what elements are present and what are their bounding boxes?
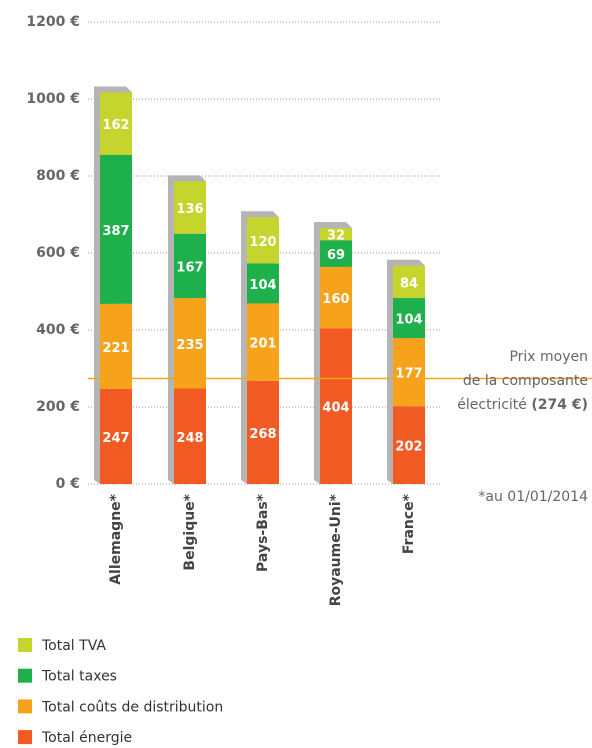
- value-label: 104: [395, 313, 422, 328]
- x-tick-label: Pays-Bas*: [255, 493, 271, 572]
- y-tick-label: 600 €: [36, 245, 80, 261]
- annotation-text: Prix moyen: [509, 349, 588, 365]
- bar-segment: [174, 298, 206, 389]
- annotation-text: électricité: [457, 397, 531, 413]
- bar-segment: [393, 338, 425, 407]
- bar-segment: [247, 263, 279, 304]
- bar-segment: [320, 240, 352, 267]
- legend-label: Total TVA: [41, 638, 106, 654]
- value-label: 268: [249, 427, 276, 442]
- annotation-text: de la composante: [463, 373, 588, 389]
- y-tick-label: 1200 €: [26, 14, 80, 30]
- y-tick-label: 0 €: [56, 476, 80, 492]
- y-tick-label: 1000 €: [26, 91, 80, 107]
- value-label: 202: [395, 440, 422, 455]
- bar-segment: [247, 217, 279, 264]
- legend-label: Total énergie: [41, 730, 132, 746]
- value-label: 160: [322, 292, 349, 307]
- bar-segment: [247, 380, 279, 484]
- annotation-value: (274 €): [531, 397, 588, 413]
- bar-segment: [100, 303, 132, 389]
- bar-segment: [247, 303, 279, 381]
- value-label: 32: [327, 229, 345, 244]
- legend-swatch: [18, 638, 32, 652]
- value-label: 136: [176, 202, 203, 217]
- bar-segment: [320, 328, 352, 484]
- bar-segment: [393, 298, 425, 339]
- y-tick-label: 200 €: [36, 399, 80, 415]
- bar-segment: [320, 227, 352, 241]
- value-label: 69: [327, 248, 345, 263]
- bar-segment: [100, 388, 132, 484]
- value-label: 104: [249, 278, 276, 293]
- value-label: 162: [102, 118, 129, 133]
- value-label: 247: [102, 431, 129, 446]
- value-label: 248: [176, 431, 203, 446]
- legend-swatch: [18, 668, 32, 683]
- value-label: 404: [322, 401, 349, 416]
- x-tick-label: Belgique*: [182, 493, 198, 570]
- bar-segment: [320, 266, 352, 329]
- value-label: 167: [176, 260, 203, 275]
- x-tick-label: Allemagne*: [108, 493, 124, 584]
- bar-segment: [174, 233, 206, 299]
- x-tick-label: France*: [401, 493, 417, 554]
- bar-segment: [100, 154, 132, 304]
- bar-segment: [100, 92, 132, 155]
- legend-label: Total coûts de distribution: [41, 699, 223, 715]
- bar-segment: [393, 406, 425, 484]
- value-label: 84: [400, 276, 418, 291]
- footnote: *au 01/01/2014: [478, 489, 588, 505]
- y-tick-label: 800 €: [36, 168, 80, 184]
- annotation: Prix moyen: [509, 349, 588, 365]
- legend-swatch: [18, 730, 32, 745]
- value-label: 387: [102, 224, 129, 239]
- bar-segment: [174, 388, 206, 484]
- x-tick-label: Royaume-Uni*: [328, 493, 344, 606]
- bar-segment: [393, 265, 425, 299]
- annotation: électricité (274 €): [457, 397, 588, 413]
- value-label: 235: [176, 338, 203, 353]
- value-label: 201: [249, 337, 276, 352]
- y-tick-label: 400 €: [36, 322, 80, 338]
- annotation: de la composante: [463, 373, 588, 389]
- value-label: 120: [249, 235, 276, 250]
- value-label: 177: [395, 367, 422, 382]
- legend-swatch: [18, 699, 32, 714]
- value-label: 221: [102, 341, 129, 356]
- legend-label: Total taxes: [41, 669, 117, 685]
- bar-segment: [174, 181, 206, 234]
